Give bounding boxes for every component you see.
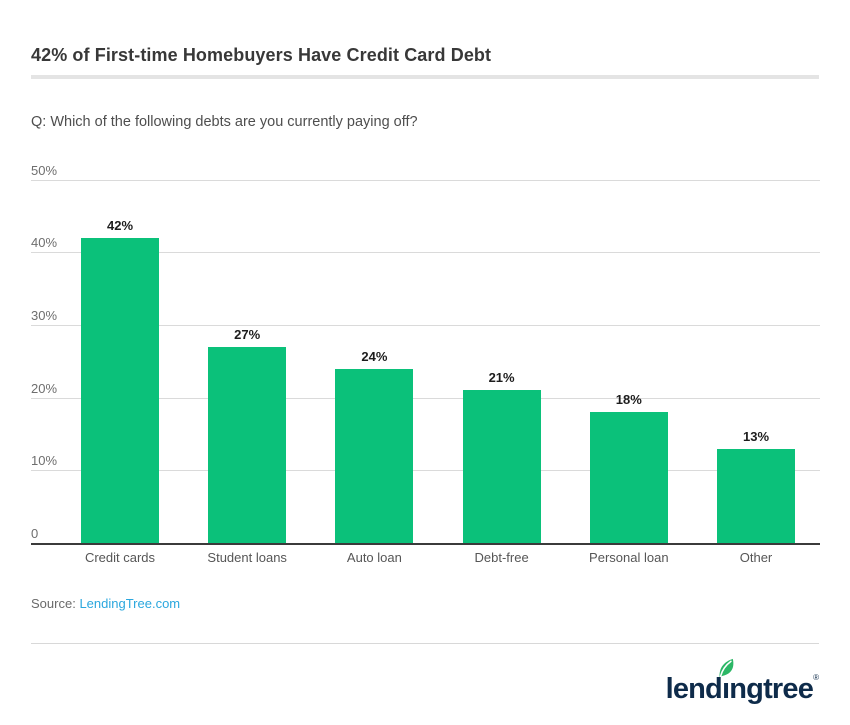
gridline-20 xyxy=(31,397,820,399)
bar-student-loans xyxy=(208,346,287,543)
bar-value-label: 24% xyxy=(361,348,388,364)
source-link[interactable]: LendingTree.com xyxy=(79,596,181,611)
category-label: Student loans xyxy=(207,550,287,565)
registered-mark: ® xyxy=(813,673,819,682)
bar-personal-loan xyxy=(589,412,668,543)
x-axis-line xyxy=(31,543,820,545)
category-label: Debt-free xyxy=(474,550,529,565)
bar-debt-free xyxy=(462,390,541,543)
bar-value-label: 13% xyxy=(742,428,770,444)
y-tick-label: 10% xyxy=(31,453,58,469)
bar-value-label: 42% xyxy=(106,217,134,233)
bar-value-label: 21% xyxy=(488,370,515,386)
leaf-icon xyxy=(719,658,734,678)
y-tick-label: 0 xyxy=(31,526,39,541)
category-label: Credit cards xyxy=(84,550,156,565)
logo-text-right: ngtree xyxy=(729,673,814,705)
logo-text-left: lend xyxy=(665,673,723,705)
gridline-30 xyxy=(31,325,820,327)
bar-auto-loan xyxy=(335,368,414,543)
y-tick-label: 50% xyxy=(31,162,58,178)
bar-chart: 50% 40% 30% 20% 10% 0 42% Credit cards 27% Studen… xyxy=(31,160,820,580)
category-label: Other xyxy=(739,550,773,565)
bar-value-label: 27% xyxy=(234,326,261,342)
logo-i-slot: ı xyxy=(719,658,734,706)
y-tick-label: 30% xyxy=(31,308,58,324)
gridline-50 xyxy=(31,179,820,181)
bar-credit-cards xyxy=(81,237,159,543)
gridline-10 xyxy=(31,470,820,472)
bar-other xyxy=(717,448,795,543)
category-label: Auto loan xyxy=(346,550,402,565)
page-title: 42% of First-time Homebuyers Have Credit… xyxy=(31,45,492,65)
category-label: Personal loan xyxy=(589,550,669,565)
y-tick-label: 40% xyxy=(31,235,58,251)
lendingtree-logo: lend ıngtree® xyxy=(665,658,819,706)
gridline-40 xyxy=(31,252,820,254)
footer-divider xyxy=(31,643,819,644)
source-label: Source: xyxy=(31,596,76,611)
survey-question: Q: Which of the following debts are you … xyxy=(31,114,418,130)
y-tick-label: 20% xyxy=(31,380,58,396)
title-divider xyxy=(31,75,819,79)
bar-value-label: 18% xyxy=(615,392,642,408)
source-row: Source: LendingTree.com xyxy=(31,596,180,611)
logo-text-i: ı xyxy=(721,673,730,705)
